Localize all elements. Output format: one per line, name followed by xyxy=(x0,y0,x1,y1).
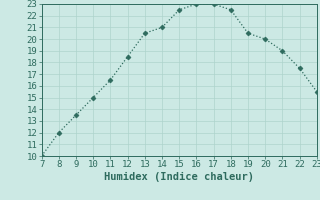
X-axis label: Humidex (Indice chaleur): Humidex (Indice chaleur) xyxy=(104,172,254,182)
